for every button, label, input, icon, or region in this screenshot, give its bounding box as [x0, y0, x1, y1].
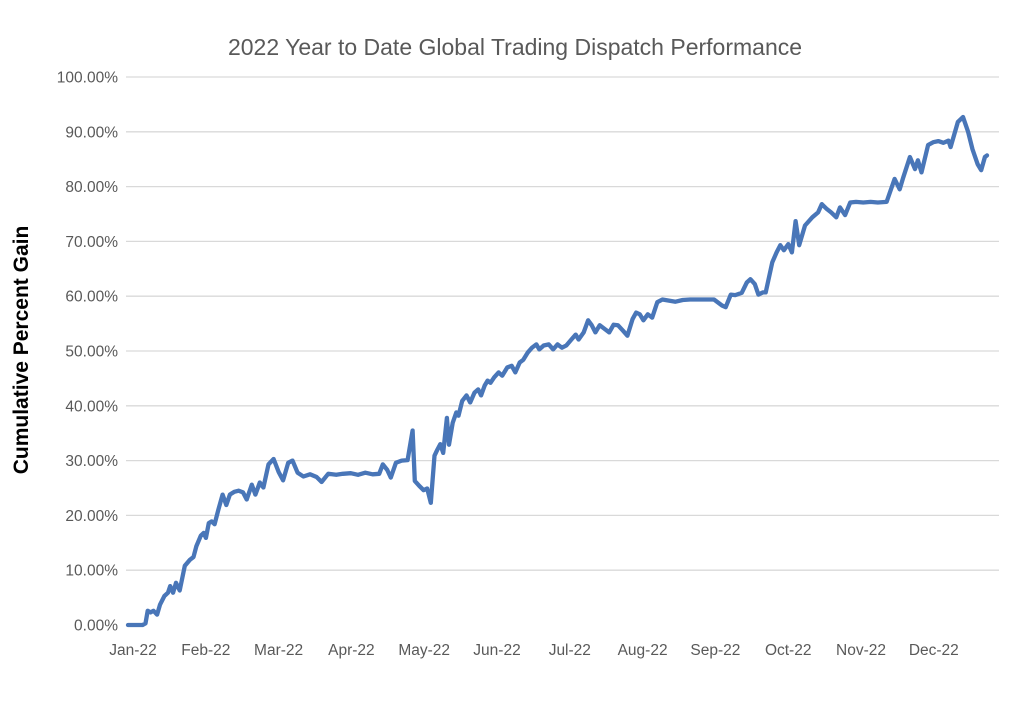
x-tick-label: Jul-22 [549, 642, 591, 659]
y-tick-label: 0.00% [74, 618, 118, 635]
x-tick-label: Jan-22 [109, 642, 156, 659]
y-tick-label: 40.00% [65, 398, 118, 415]
y-tick-label: 100.00% [57, 70, 118, 87]
x-tick-label-group: Jan-22 Feb-22 Mar-22 Apr-22 May-22 Jun-22 Jul-… [109, 642, 958, 659]
y-tick-label: 10.00% [65, 563, 118, 580]
y-tick-label: 30.00% [65, 453, 118, 470]
y-tick-label: 80.00% [65, 179, 118, 196]
x-tick-label: Apr-22 [328, 642, 375, 659]
x-tick-label: Aug-22 [618, 642, 668, 659]
x-tick-label: Oct-22 [765, 642, 812, 659]
y-tick-label: 50.00% [65, 344, 118, 361]
gridline-group [126, 76, 999, 571]
x-tick-label: Feb-22 [181, 642, 230, 659]
x-tick-label: Jun-22 [473, 642, 520, 659]
x-tick-label: Dec-22 [909, 642, 959, 659]
x-tick-label: Sep-22 [690, 642, 740, 659]
y-tick-label: 90.00% [65, 124, 118, 141]
x-tick-label: Mar-22 [254, 642, 303, 659]
y-axis-title: Cumulative Percent Gain [10, 226, 33, 475]
y-tick-label-group: 0.00% 10.00% 20.00% 30.00% 40.00% 50.00% 60.00… [57, 70, 118, 635]
y-tick-label: 20.00% [65, 508, 118, 525]
y-tick-label: 60.00% [65, 289, 118, 306]
series-line-group [125, 114, 990, 628]
chart-title: 2022 Year to Date Global Trading Dispatc… [228, 34, 802, 60]
x-tick-label: Nov-22 [836, 642, 886, 659]
x-tick-label: May-22 [398, 642, 450, 659]
y-tick-label: 70.00% [65, 234, 118, 251]
performance-line [125, 114, 990, 628]
